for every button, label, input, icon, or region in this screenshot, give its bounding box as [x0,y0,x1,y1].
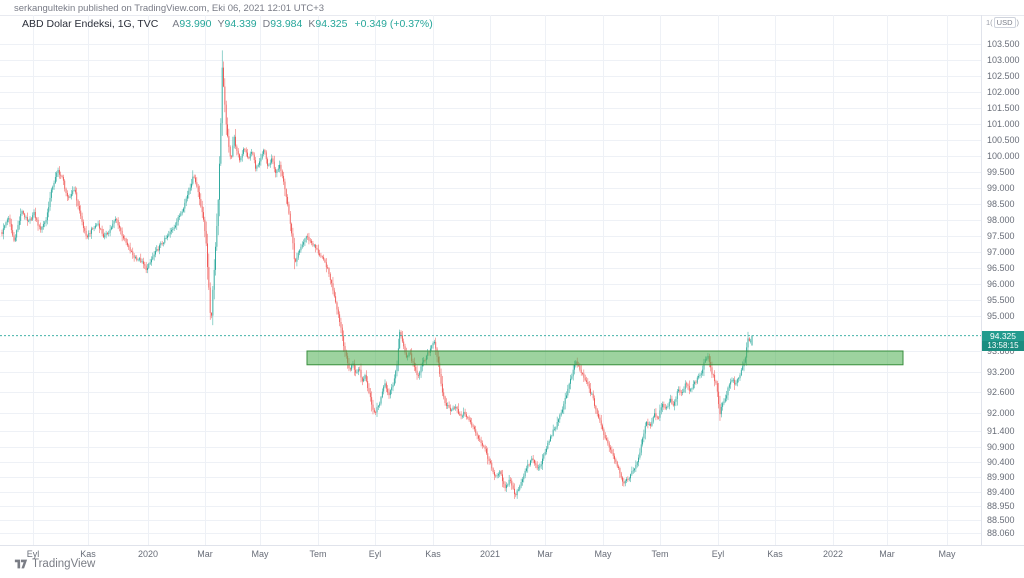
price-axis-label: 97.500 [987,231,1015,241]
price-axis-label: 95.000 [987,311,1015,321]
price-axis-label: 98.500 [987,199,1015,209]
price-axis-label: 100.500 [987,135,1020,145]
symbol-title: ABD Dolar Endeksi, 1G, TVC [22,18,159,30]
price-axis-label: 89.400 [987,487,1015,498]
ohlc-value: 94.325 [315,18,348,30]
candlestick-chart[interactable] [0,0,981,545]
price-axis-label: 101.500 [987,103,1020,113]
time-axis-label: 2021 [479,549,501,559]
time-axis-label: Kas [425,549,441,559]
ohlc-letter: Y [217,18,225,30]
tradingview-watermark: TradingView [14,557,95,571]
ohlc-values: A93.990 Y94.339 D93.984 K94.325 [166,18,347,30]
change-value: +0.349 (+0.37%) [354,18,433,30]
time-axis-label: Tem [651,549,669,559]
price-axis-label: 96.000 [987,279,1015,289]
price-axis-label: 91.400 [987,426,1015,437]
price-axis-label: 88.060 [987,528,1015,538]
time-axis-label: 2020 [137,549,159,559]
time-axis-label: Eyl [368,549,382,559]
price-axis-label: 98.000 [987,215,1015,225]
price-axis-label: 102.500 [987,71,1020,81]
symbol-legend[interactable]: ABD Dolar Endeksi, 1G, TVC A93.990 Y94.339… [22,18,433,30]
price-axis-label: 90.900 [987,441,1015,452]
time-scale[interactable]: Eyl Kas 2020 Mar May Tem Eyl Kas 2021 Mar May Tem Ey… [0,545,1024,562]
price-axis-label: 100.000 [987,151,1020,161]
ohlc-letter: A [172,18,180,30]
price-axis-label: 88.500 [987,514,1015,525]
tradingview-logo-icon [14,559,28,569]
price-axis-label: 90.400 [987,456,1015,467]
ohlc-value: 93.990 [179,18,212,30]
price-axis-label: 92.600 [987,387,1015,398]
attribution-text: serkangultekin published on TradingView.… [14,3,325,14]
time-axis-label: Eyl [26,549,40,559]
price-axis-label: 101.000 [987,119,1020,129]
time-axis-label: Mar [879,549,895,559]
price-axis-label: 103.500 [987,39,1020,49]
price-axis-label: 92.000 [987,408,1015,418]
unit-prefix: 1( [986,18,993,27]
price-axis-label: 89.900 [987,471,1015,482]
price-axis-label: 95.500 [987,295,1015,305]
last-price-label: 94.325 13:58:15 [982,330,1024,351]
price-axis-label: 102.000 [987,87,1020,97]
support-zone-rect[interactable] [306,350,904,366]
time-axis-label: 2022 [822,549,844,559]
ohlc-letter: D [262,18,271,30]
last-price-value: 94.325 [982,330,1024,342]
bar-countdown: 13:58:15 [982,341,1024,351]
time-axis-label: Kas [80,549,96,559]
price-scale[interactable]: 1( USD ) 103.500 103.000 102.500 102.000 101… [981,15,1024,545]
time-axis-label: May [594,549,612,559]
price-axis-label: 93.800 [987,346,1015,356]
ohlc-letter: K [308,18,316,30]
watermark-brand: TradingView [32,558,96,570]
divider [0,15,1024,16]
unit-suffix: ) [1016,18,1020,27]
time-axis-label: Kas [767,549,783,559]
price-axis-label: 103.000 [987,55,1020,65]
time-axis-label: May [251,549,269,559]
time-axis-label: Eyl [711,549,725,559]
price-axis-label: 88.950 [987,500,1015,511]
price-axis-label: 99.000 [987,183,1015,193]
time-axis-label: Tem [309,549,327,559]
time-axis-label: Mar [197,549,213,559]
currency-unit-label: USD [993,17,1016,28]
currency-unit-button[interactable]: 1( USD ) [986,17,1019,28]
time-axis-label: Mar [537,549,553,559]
grid [0,15,981,545]
ohlc-value: 94.339 [224,18,257,30]
ohlc-value: 93.984 [270,18,303,30]
time-axis-label: May [938,549,956,559]
price-axis-label: 97.000 [987,247,1015,257]
price-axis-label: 99.500 [987,167,1015,177]
price-axis-label: 96.500 [987,263,1015,273]
price-axis-label: 93.200 [987,366,1015,377]
